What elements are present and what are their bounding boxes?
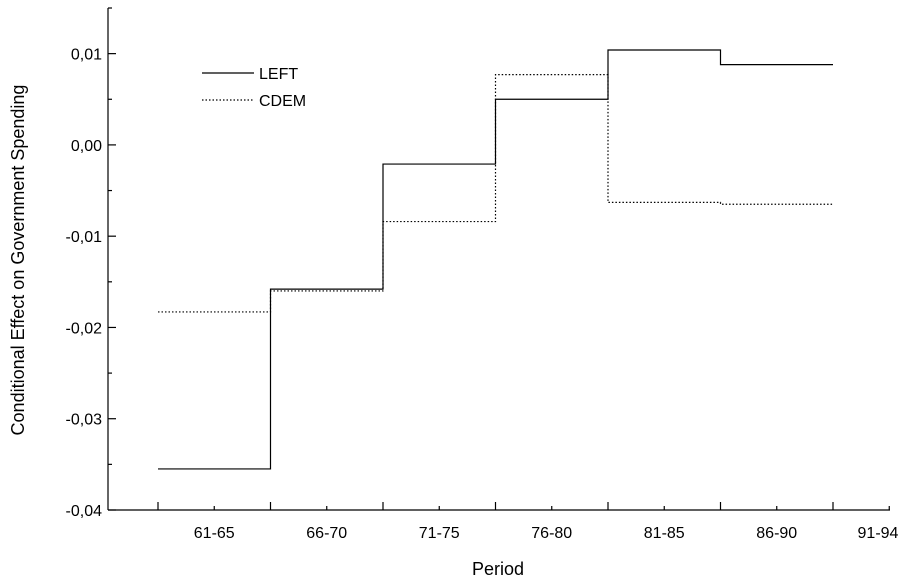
legend-label-left: LEFT	[259, 66, 298, 83]
legend-label-cdem: CDEM	[259, 93, 306, 110]
x-tick-label: 86-90	[756, 525, 797, 542]
axes	[107, 8, 890, 511]
x-tick-label: 61-65	[194, 525, 235, 542]
x-tick-label: 66-70	[306, 525, 347, 542]
y-tick-label: -0,04	[66, 503, 103, 520]
y-tick-label: -0,01	[66, 229, 103, 246]
y-tick-label: -0,03	[66, 412, 103, 429]
x-tick-label: 76-80	[531, 525, 572, 542]
y-tick-label: 0,01	[71, 47, 102, 64]
x-tick-label: 91-94	[858, 525, 899, 542]
series-line-left	[158, 49, 833, 470]
y-axis-title: Conditional Effect on Government Spendin…	[8, 85, 28, 436]
series-line-cdem	[158, 74, 833, 313]
series-layer	[158, 49, 833, 470]
x-tick-label: 81-85	[644, 525, 685, 542]
y-tick-label: -0,02	[66, 320, 103, 337]
x-axis-title: Period	[472, 559, 524, 579]
x-ticks: 61-65 66-70 71-75 76-80 81-85 86-90 91-94	[157, 502, 899, 542]
y-ticks: -0,04 -0,03 -0,02 -0,01 0,00 0,01	[66, 7, 116, 520]
x-tick-label: 71-75	[419, 525, 460, 542]
legend: LEFT CDEM	[202, 66, 306, 110]
y-tick-label: 0,00	[71, 138, 102, 155]
